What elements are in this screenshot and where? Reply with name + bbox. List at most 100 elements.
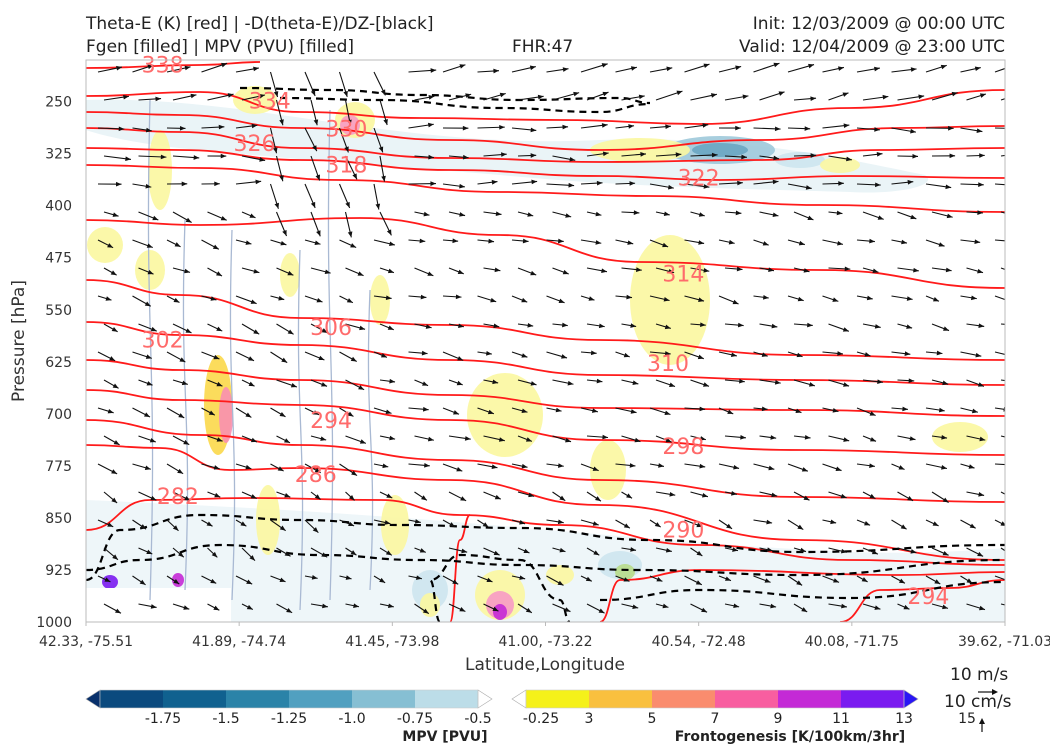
wind-arrow [931,603,949,610]
wind-arrow [1000,323,1005,325]
wind-arrow [448,93,472,101]
theta-e-label-334: 334 [249,90,291,115]
wind-arrow [580,463,599,472]
wind-arrow [655,211,670,217]
wind-arrow [753,179,779,185]
theta-e-contour [449,514,471,622]
wind-arrow [97,575,111,583]
x-tick-label-4: 40.54, -72.48 [652,634,746,650]
wind-arrow [684,239,705,245]
wind-arrow [684,351,704,360]
wind-arrow [856,127,880,132]
x-tick-label-3: 41.00, -73.22 [498,634,592,650]
wind-arrow [310,379,328,387]
wind-arrow [1000,98,1005,101]
wind-arrow [787,126,811,131]
wind-arrow [448,323,465,329]
wind-arrow [546,124,569,130]
wind-arrow [408,68,437,73]
wind-arrow [448,547,468,554]
theta-e-label-318: 318 [325,153,367,178]
wind-arrow [856,66,880,73]
wind-arrow [891,575,906,584]
wind-arrow [621,152,647,157]
filled-region [86,99,929,193]
y-tick-label-1000: 1000 [36,615,72,631]
wind-arrow [793,434,811,440]
colorbar-swatch [841,690,905,708]
wind-arrow [931,379,949,386]
colorbar-swatch [352,690,416,708]
wind-arrow [724,491,738,496]
wind-arrow [724,210,742,216]
wind-arrow [132,575,146,586]
wind-arrow [339,463,358,477]
wind-arrow [241,491,257,500]
wind-arrow [724,266,743,272]
wind-arrow [304,183,316,209]
wind-arrow [552,267,569,275]
wind-arrow [828,210,843,216]
wind-arrow [235,295,257,305]
wind-arrow [960,295,977,301]
colorbar-tick-label: -1.0 [338,711,365,727]
wind-arrow [408,519,421,524]
wind-arrow [241,379,255,387]
wind-arrow [793,491,810,501]
wind-arrow [759,323,778,329]
wind-arrow [304,407,320,416]
wind-arrow [580,407,598,413]
wind-arrow [344,99,352,126]
wind-arrow [270,351,288,364]
wind-arrow [759,379,781,385]
x-tick-label-0: 42.33, -75.51 [39,634,133,650]
wind-arrow [655,152,682,157]
wind-arrow [718,351,737,358]
wind-arrow [235,575,253,585]
wind-arrow [483,603,499,612]
wind-arrow [655,547,672,553]
wind-arrow [828,547,847,554]
wind-arrow [891,351,911,356]
theta-e-label-306: 306 [310,316,352,341]
wind-arrow [684,519,703,528]
colorbar-tick-label: 15 [958,711,976,727]
wind-arrow [828,155,852,162]
wind-arrow [793,96,817,101]
theta-e-contour [86,89,1005,125]
wind-arrow [724,378,745,384]
filled-region [219,387,233,443]
wind-arrow [241,211,256,219]
wind-arrow [655,603,669,609]
wind-arrow [138,603,157,609]
wind-arrow [891,127,917,134]
theta-e-label-338: 338 [142,54,184,79]
wind-arrow [615,239,634,245]
wind-arrow [235,463,252,470]
title-line-1: Theta-E (K) [red] | -D(theta-E)/DZ-[blac… [86,14,434,34]
wind-arrow [201,463,220,470]
wind-arrow [897,153,919,159]
wind-arrow [1000,603,1005,606]
wind-arrow [138,211,159,221]
wind-arrow [718,575,732,582]
wind-arrow [897,378,915,383]
wind-arrow [345,323,366,331]
wind-arrow [925,519,939,527]
wind-arrow [931,211,953,219]
wind-arrow [276,323,294,335]
wind-arrow [586,603,605,614]
wind-arrow [966,435,986,442]
wind-arrow [925,407,945,413]
wind-arrow [862,379,883,384]
wind-arrow [373,183,381,210]
wind-arrow [649,183,674,190]
wind-arrow [966,267,984,274]
valid-time: Valid: 12/04/2009 @ 23:00 UTC [739,37,1005,57]
wind-arrow [862,151,883,157]
wind-arrow [166,351,186,363]
wind-arrow [379,491,393,499]
wind-arrow [787,519,804,531]
wind-arrow [132,519,147,530]
filled-region [148,130,172,210]
